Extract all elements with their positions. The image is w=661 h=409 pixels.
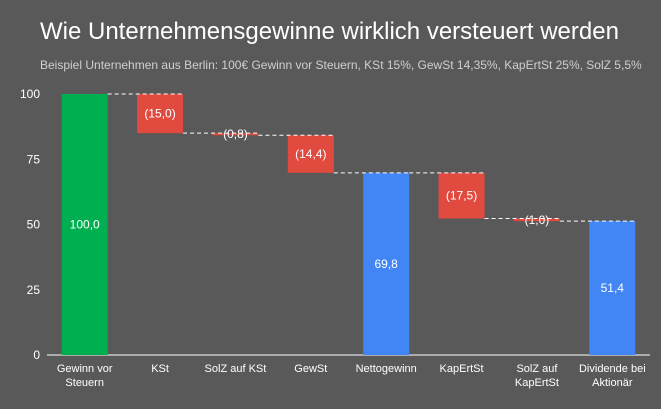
data-label: 51,4 bbox=[601, 281, 625, 295]
bar bbox=[513, 218, 560, 222]
bar bbox=[589, 220, 636, 355]
x-category-label: Dividende bei bbox=[579, 363, 646, 375]
x-category-label: GewSt bbox=[294, 363, 327, 375]
x-category-label: Aktionär bbox=[592, 377, 633, 389]
x-category-label: KapErtSt bbox=[440, 363, 484, 375]
bar bbox=[61, 94, 108, 355]
data-label: (0,8) bbox=[223, 127, 248, 141]
x-category-label: Nettogewinn bbox=[356, 363, 417, 375]
x-category-label: Steuern bbox=[65, 377, 104, 389]
data-label: 100,0 bbox=[70, 218, 100, 232]
x-category-label: Gewinn vor bbox=[57, 363, 113, 375]
y-tick-label: 0 bbox=[33, 348, 40, 362]
y-tick-label: 25 bbox=[27, 283, 41, 297]
bar bbox=[287, 135, 334, 173]
y-tick-label: 100 bbox=[20, 87, 40, 101]
data-label: 69,8 bbox=[375, 257, 399, 271]
bar bbox=[212, 133, 259, 136]
x-category-label: KSt bbox=[151, 363, 169, 375]
x-category-label: SolZ auf bbox=[516, 363, 558, 375]
y-tick-label: 75 bbox=[27, 152, 41, 166]
bar bbox=[363, 172, 410, 355]
data-label: (14,4) bbox=[295, 147, 326, 161]
x-category-label: KapErtSt bbox=[515, 377, 559, 389]
x-category-label: SolZ auf KSt bbox=[205, 363, 267, 375]
data-label: (1,0) bbox=[525, 213, 550, 227]
y-tick-label: 50 bbox=[27, 218, 41, 232]
bar bbox=[438, 172, 485, 219]
chart-subtitle: Beispiel Unternehmen aus Berlin: 100€ Ge… bbox=[40, 58, 642, 72]
data-label: (15,0) bbox=[144, 107, 175, 121]
data-label: (17,5) bbox=[446, 189, 477, 203]
bar bbox=[137, 94, 184, 134]
chart-title: Wie Unternehmensgewinne wirklich versteu… bbox=[40, 18, 619, 45]
